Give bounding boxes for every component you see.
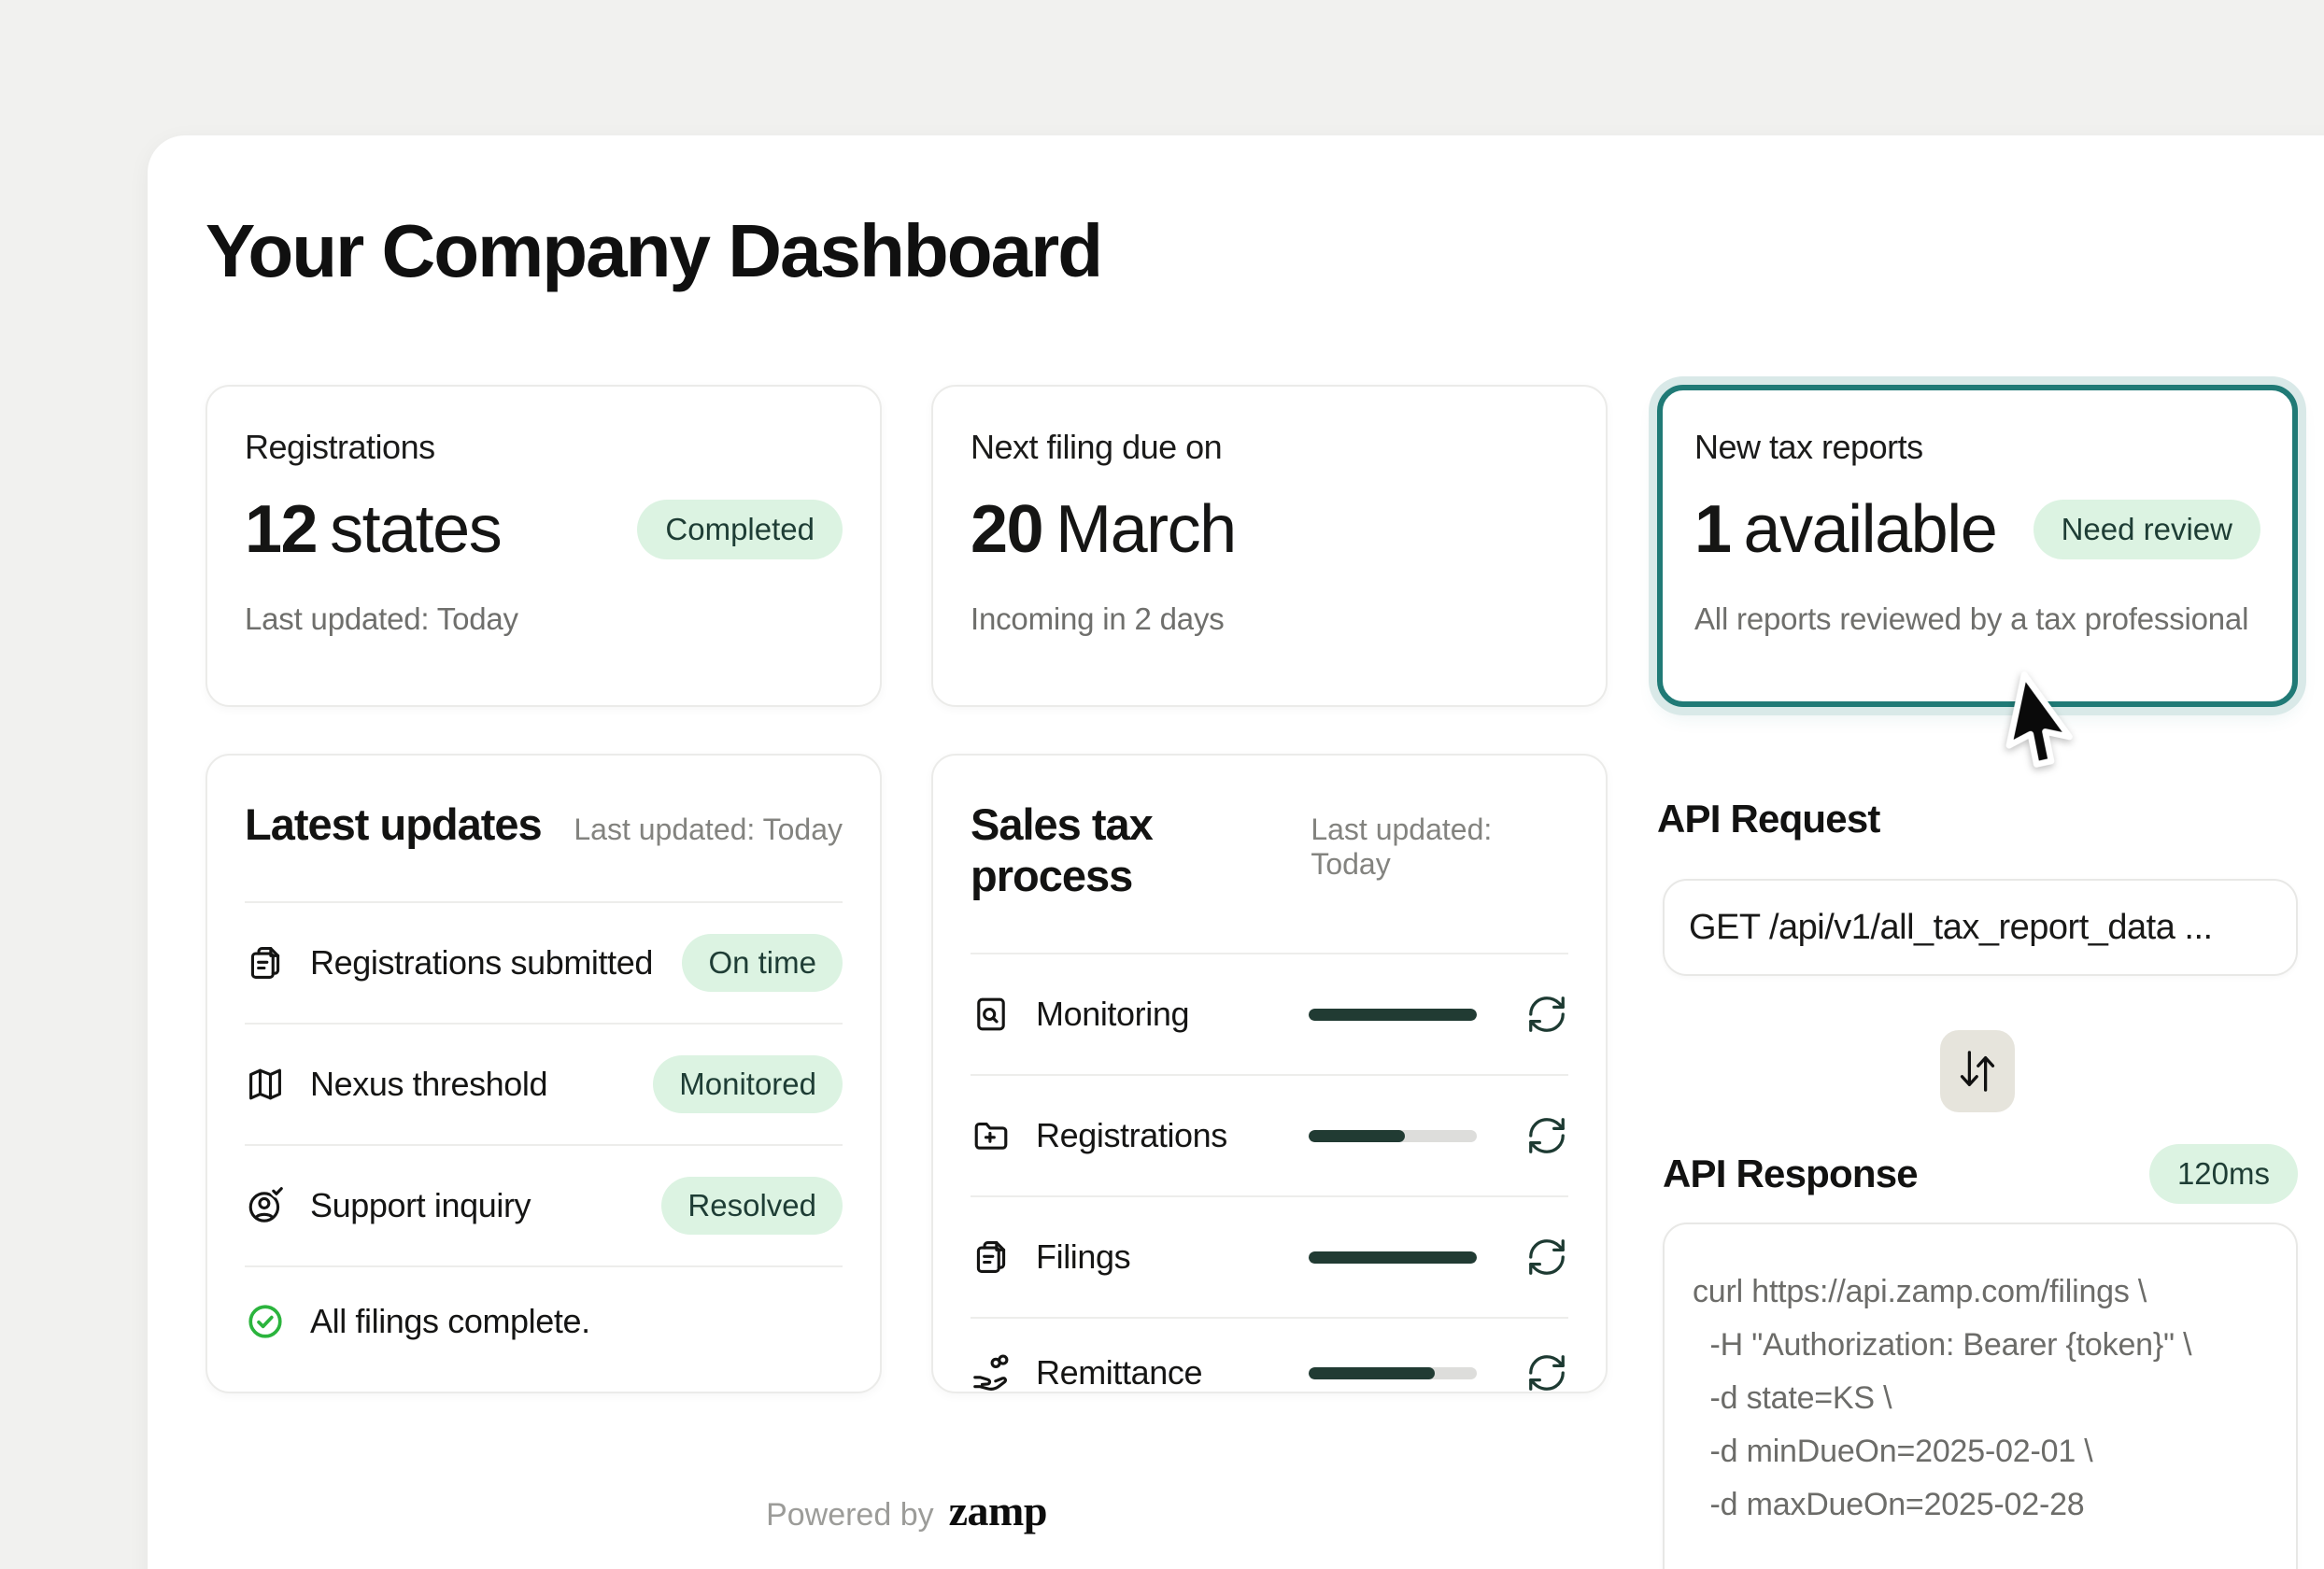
sales-tax-process-card: Sales tax process Last updated: Today Mo… bbox=[931, 754, 1608, 1393]
status-badge: Resolved bbox=[661, 1177, 843, 1235]
stat-card-value: 1 available bbox=[1694, 492, 1998, 567]
update-label: Nexus threshold bbox=[310, 1065, 548, 1103]
code-line: curl https://api.zamp.com/filings \ bbox=[1693, 1274, 2147, 1309]
response-time-badge: 120ms bbox=[2148, 1144, 2298, 1204]
hand-coins-icon bbox=[973, 1354, 1009, 1391]
stat-card-label: New tax reports bbox=[1694, 428, 1923, 466]
zamp-logo: zamp bbox=[948, 1487, 1048, 1534]
progress-bar bbox=[1309, 1366, 1477, 1379]
file-copy-icon bbox=[250, 947, 280, 979]
file-copy-icon bbox=[976, 1241, 1006, 1273]
stat-card-value: 12 states bbox=[245, 492, 503, 567]
stat-card-footnote: Incoming in 2 days bbox=[971, 601, 1225, 636]
api-response-code[interactable]: curl https://api.zamp.com/filings \ -H "… bbox=[1663, 1223, 2298, 1569]
refresh-icon[interactable] bbox=[1525, 1351, 1568, 1393]
refresh-icon[interactable] bbox=[1525, 1236, 1568, 1279]
panel-title: Sales tax process bbox=[971, 799, 1154, 900]
dashboard-card: Your Company Dashboard Registrations 12 s… bbox=[148, 135, 2324, 1569]
stat-card-value: 20 March bbox=[971, 492, 1237, 567]
map-icon bbox=[249, 1068, 281, 1100]
panel-meta: Last updated: Today bbox=[574, 813, 843, 846]
process-label: Registrations bbox=[1036, 1116, 1227, 1154]
refresh-icon[interactable] bbox=[1525, 1114, 1568, 1157]
powered-by-label: Powered by bbox=[766, 1497, 934, 1533]
list-item: Support inquiry Resolved bbox=[245, 1146, 843, 1267]
stat-card-registrations: Registrations 12 states Completed Last up… bbox=[205, 385, 882, 707]
list-item: Nexus threshold Monitored bbox=[245, 1025, 843, 1146]
process-row: Monitoring bbox=[971, 954, 1568, 1076]
process-label: Remittance bbox=[1036, 1353, 1203, 1392]
code-line: -d state=KS \ bbox=[1693, 1380, 1892, 1416]
process-label: Filings bbox=[1036, 1237, 1131, 1276]
swap-arrows-button[interactable] bbox=[1940, 1030, 2015, 1112]
list-item: All filings complete. bbox=[245, 1267, 843, 1376]
status-badge: Completed bbox=[637, 500, 843, 559]
code-line: -H "Authorization: Bearer {token}" \ bbox=[1693, 1327, 2192, 1363]
api-section: API Request GET /api/v1/all_tax_report_d… bbox=[1657, 754, 2298, 1569]
status-badge: On time bbox=[682, 934, 843, 992]
status-badge: Monitored bbox=[653, 1055, 843, 1113]
panel-meta: Last updated: Today bbox=[1311, 813, 1493, 881]
stat-card-label: Next filing due on bbox=[971, 428, 1223, 466]
process-label: Monitoring bbox=[1036, 995, 1190, 1033]
arrows-up-down-icon bbox=[1960, 1051, 1995, 1092]
update-label: Registrations submitted bbox=[310, 943, 653, 982]
file-search-icon bbox=[977, 997, 1005, 1031]
stat-card-label: Registrations bbox=[245, 428, 435, 466]
stat-card-footnote: All reports reviewed by a tax profession… bbox=[1694, 601, 2249, 636]
process-row: Remittance bbox=[971, 1319, 1568, 1393]
progress-bar bbox=[1309, 1251, 1477, 1264]
process-row: Registrations bbox=[971, 1076, 1568, 1197]
page-title: Your Company Dashboard bbox=[205, 209, 1103, 292]
code-line: -d maxDueOn=2025-02-28 bbox=[1693, 1487, 2085, 1522]
refresh-icon[interactable] bbox=[1525, 993, 1568, 1036]
check-circle-icon bbox=[248, 1305, 282, 1338]
code-line: -d minDueOn=2025-02-01 \ bbox=[1693, 1434, 2093, 1469]
api-response-title: API Response bbox=[1663, 1152, 1919, 1195]
api-request-input[interactable]: GET /api/v1/all_tax_report_data ... bbox=[1663, 879, 2298, 976]
latest-updates-card: Latest updates Last updated: Today Regis… bbox=[205, 754, 882, 1393]
process-row: Filings bbox=[971, 1197, 1568, 1319]
folder-plus-icon bbox=[974, 1122, 1008, 1150]
progress-bar bbox=[1309, 1129, 1477, 1142]
user-check-icon bbox=[248, 1185, 286, 1223]
panel-title: Latest updates bbox=[245, 799, 543, 849]
status-badge: Need review bbox=[2033, 500, 2260, 559]
update-label: Support inquiry bbox=[310, 1186, 531, 1224]
list-item: Registrations submitted On time bbox=[245, 903, 843, 1025]
update-label: All filings complete. bbox=[310, 1302, 590, 1340]
api-request-title: API Request bbox=[1657, 797, 1880, 841]
dashboard-grid: Registrations 12 states Completed Last up… bbox=[205, 385, 2324, 1569]
progress-bar bbox=[1309, 1008, 1477, 1021]
stat-card-next-filing: Next filing due on 20 March Incoming in 2… bbox=[931, 385, 1608, 707]
stat-card-footnote: Last updated: Today bbox=[245, 601, 518, 636]
stat-card-new-tax-reports[interactable]: New tax reports 1 available Need review A… bbox=[1657, 385, 2298, 707]
footer: Powered by zamp bbox=[205, 1486, 1608, 1535]
